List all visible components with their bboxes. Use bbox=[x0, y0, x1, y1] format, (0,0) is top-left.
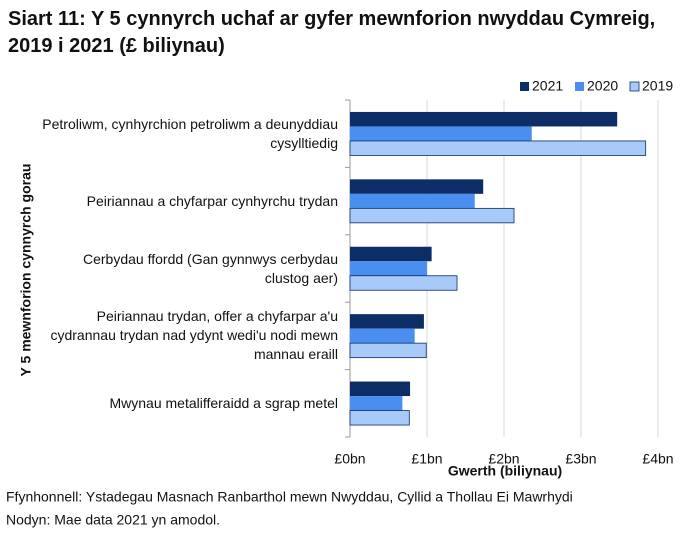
bar bbox=[349, 275, 458, 291]
y-tick-label: Petroliwm, cynhyrchion petroliwm a deuny… bbox=[42, 115, 338, 151]
x-tick-label: £4bn bbox=[642, 451, 673, 467]
bar bbox=[350, 111, 618, 127]
x-tick-label: £2bn bbox=[488, 451, 519, 467]
legend-label: 2020 bbox=[587, 78, 618, 94]
bar bbox=[350, 246, 432, 262]
bar bbox=[350, 193, 475, 209]
bar bbox=[350, 328, 415, 344]
bar bbox=[349, 140, 647, 156]
x-tick-label: £1bn bbox=[411, 451, 442, 467]
source: Ffynhonnell: Ystadegau Masnach Ranbartho… bbox=[6, 489, 573, 505]
chart-title: Siart 11: Y 5 cynnyrch uchaf ar gyfer me… bbox=[8, 8, 656, 57]
legend-swatch bbox=[520, 82, 529, 91]
bar bbox=[350, 126, 532, 141]
x-tick-label: £0bn bbox=[334, 451, 365, 467]
bar bbox=[349, 207, 515, 224]
y-tick-label: Peiriannau trydan, offer a chyfarpar a'u… bbox=[50, 308, 338, 363]
y-tick-label: Cerbydau ffordd (Gan gynnwys cerbydau cl… bbox=[83, 250, 338, 286]
legend-swatch bbox=[575, 82, 584, 91]
bar bbox=[350, 314, 424, 329]
x-tick-label: £3bn bbox=[565, 451, 596, 467]
legend-swatch bbox=[629, 81, 640, 92]
y-tick-label: Peiriannau a chyfarpar cynhyrchu trydan bbox=[86, 192, 338, 209]
bar bbox=[350, 396, 403, 411]
bar bbox=[350, 179, 484, 194]
bar bbox=[349, 342, 427, 359]
note: Nodyn: Mae data 2021 yn amodol. bbox=[6, 512, 220, 528]
bar bbox=[350, 261, 427, 276]
bar bbox=[349, 410, 410, 426]
y-tick-label: Mwynau metalifferaidd a sgrap metel bbox=[109, 394, 338, 411]
legend-label: 2019 bbox=[642, 78, 673, 94]
legend-label: 2021 bbox=[532, 78, 563, 94]
bar bbox=[350, 381, 411, 397]
x-axis-title: Gwerth (biliynau) bbox=[448, 463, 562, 479]
y-axis-title: Y 5 mewnforion cynnyrch gorau bbox=[18, 164, 34, 377]
